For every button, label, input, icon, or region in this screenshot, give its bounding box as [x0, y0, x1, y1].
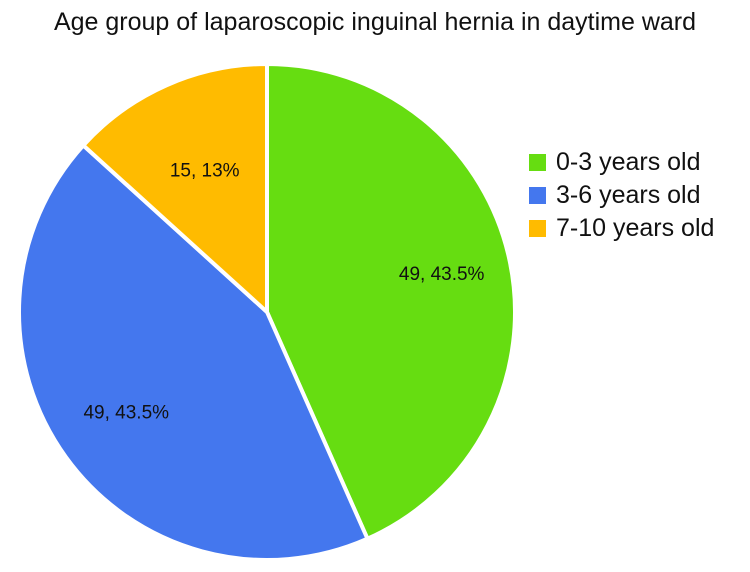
legend-item-3-6: 3-6 years old	[529, 179, 714, 212]
pie-slice-3	[81, 62, 269, 314]
chart-title: Age group of laparoscopic inguinal herni…	[53, 8, 697, 36]
pie-slice-1	[265, 62, 517, 541]
legend-label-3-6: 3-6 years old	[556, 181, 701, 209]
legend-swatch-7-10	[529, 220, 546, 237]
slice-label-3: 15, 13%	[170, 160, 240, 181]
legend-swatch-0-3	[529, 154, 546, 171]
legend: 0-3 years old 3-6 years old 7-10 years o…	[529, 146, 714, 245]
legend-swatch-3-6	[529, 187, 546, 204]
slice-label-2: 49, 43.5%	[83, 403, 169, 424]
pie-slice-2	[17, 143, 370, 562]
legend-item-7-10: 7-10 years old	[529, 212, 714, 245]
slice-label-1: 49, 43.5%	[399, 264, 485, 285]
legend-label-0-3: 0-3 years old	[556, 148, 701, 176]
legend-item-0-3: 0-3 years old	[529, 146, 714, 179]
legend-label-7-10: 7-10 years old	[556, 214, 715, 242]
